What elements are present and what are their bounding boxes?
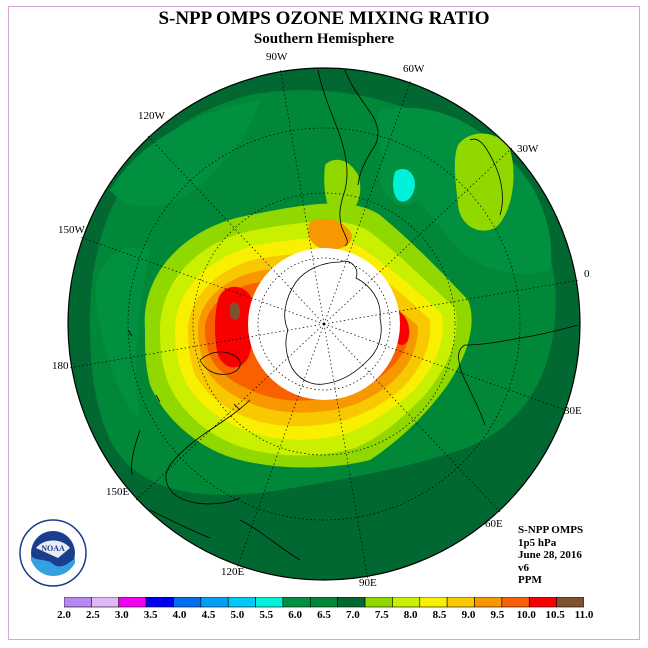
label-120w: 120W	[138, 110, 165, 122]
continent-coastlines	[127, 69, 579, 561]
colorbar-tick-label: 10.5	[545, 609, 565, 621]
colorbar-swatch	[64, 597, 92, 608]
info-units: PPM	[518, 574, 542, 586]
svg-text:NOAA: NOAA	[41, 544, 65, 553]
colorbar-swatch	[310, 597, 338, 608]
product-info: S-NPP OMPS 1p5 hPa June 28, 2016 v6 PPM	[518, 524, 583, 587]
colorbar-tick-label: 10.0	[516, 609, 536, 621]
colorbar-swatch	[145, 597, 174, 608]
colorbar-tick-label: 9.0	[461, 609, 476, 621]
label-60w: 60W	[403, 63, 425, 75]
info-instrument: S-NPP OMPS	[518, 524, 584, 536]
colorbar-swatch	[392, 597, 421, 608]
colorbar-tick-label: 6.0	[288, 609, 302, 621]
colorbar-swatch	[91, 597, 120, 608]
colorbar-swatch	[118, 597, 147, 608]
antarctica-coastline	[284, 260, 382, 385]
colorbar-tick-label: 8.0	[403, 609, 418, 621]
colorbar-tick-label: 9.5	[490, 609, 505, 621]
colorbar-tick-label: 5.0	[230, 609, 245, 621]
colorbar-tick-label: 5.5	[259, 609, 274, 621]
colorbar-swatch	[282, 597, 311, 608]
colorbar-tick-label: 8.5	[432, 609, 447, 621]
meridians	[68, 67, 580, 581]
label-30e: 30E	[564, 405, 582, 417]
colorbar-tick-label: 2.0	[57, 609, 71, 621]
label-0: 0	[584, 268, 590, 280]
colorbar-swatch	[173, 597, 202, 608]
map-title: S-NPP OMPS OZONE MIXING RATIO	[158, 8, 490, 29]
colorbar-swatch	[227, 597, 256, 608]
colorbar-swatch	[446, 597, 475, 608]
label-90w: 90W	[266, 51, 288, 63]
colorbar-tick-label: 3.0	[114, 609, 129, 621]
colorbar-tick-label: 11.0	[574, 609, 594, 621]
colorbar-swatch	[337, 597, 366, 608]
label-150w: 150W	[58, 224, 85, 236]
colorbar-swatch	[200, 597, 229, 608]
colorbar-swatch	[501, 597, 530, 608]
label-60e: 60E	[485, 518, 503, 530]
colorbar-tick-label: 3.5	[143, 609, 158, 621]
info-version: v6	[518, 561, 529, 574]
map-subtitle: Southern Hemisphere	[253, 31, 395, 47]
map-boundary	[67, 67, 581, 581]
colorbar-swatch	[364, 597, 393, 608]
noaa-logo: NOAA	[19, 519, 87, 587]
label-150e: 150E	[106, 486, 130, 498]
colorbar-swatch	[255, 597, 284, 608]
label-120e: 120E	[221, 566, 245, 578]
label-30w: 30W	[517, 143, 539, 155]
label-90e: 90E	[359, 577, 377, 589]
colorbar-tick-label: 2.5	[86, 609, 100, 621]
colorbar-tick-label: 6.5	[317, 609, 331, 621]
latitude-circles	[127, 127, 521, 521]
colorbar	[64, 597, 584, 608]
colorbar-swatch	[556, 597, 584, 608]
figure-frame	[8, 6, 640, 640]
colorbar-tick-label: 4.5	[201, 609, 216, 621]
colorbar-tick-label: 4.0	[172, 609, 187, 621]
colorbar-swatch	[528, 597, 557, 608]
colorbar-swatch	[474, 597, 503, 608]
colorbar-tick-label: 7.5	[374, 609, 389, 621]
colorbar-tick-label: 7.0	[346, 609, 360, 621]
label-180: 180	[52, 360, 69, 372]
colorbar-swatch	[419, 597, 448, 608]
info-level: 1p5 hPa	[518, 536, 557, 549]
info-date: June 28, 2016	[518, 549, 582, 561]
